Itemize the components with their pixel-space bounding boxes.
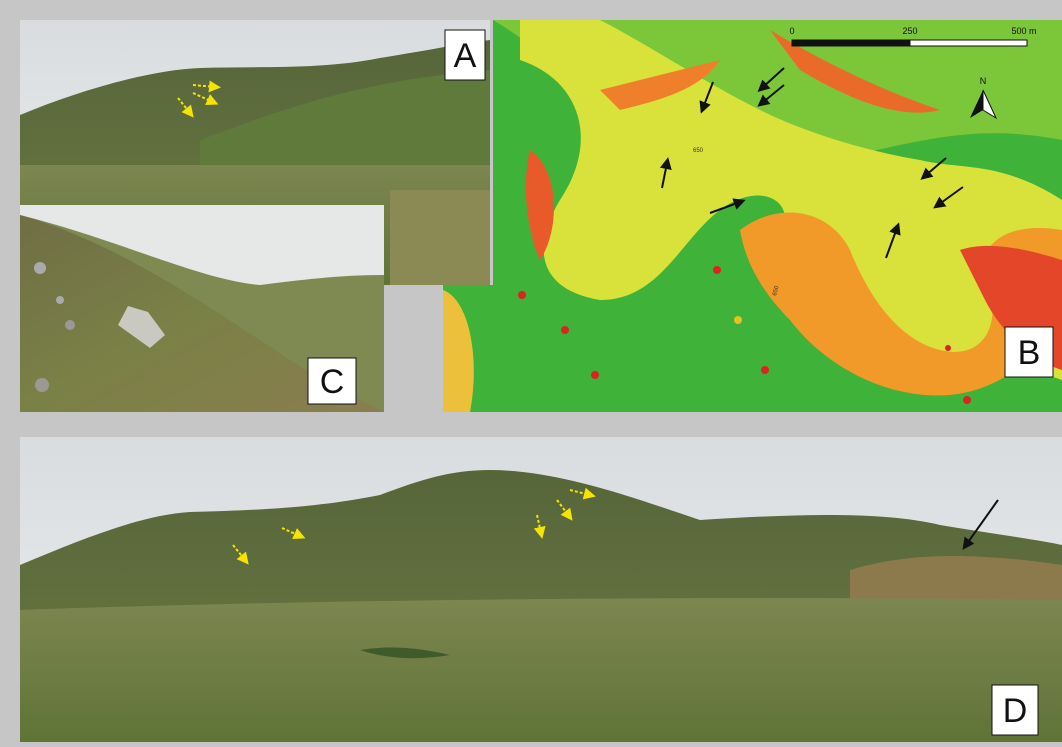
figure: 650 650 0 250 500 m N B A C xyxy=(0,0,1062,747)
panel-label: B xyxy=(1018,334,1041,372)
panel-label: D xyxy=(1003,692,1028,730)
panel-b: 650 650 0 250 500 m N B xyxy=(443,20,1062,412)
panel-c: C xyxy=(20,205,384,412)
panel-d: D xyxy=(20,437,1062,742)
panel-label: C xyxy=(320,363,345,401)
scale-bar-label: 0 xyxy=(789,26,794,36)
contour-label: 650 xyxy=(693,148,704,154)
north-label: N xyxy=(980,76,987,86)
scale-bar-label: 500 m xyxy=(1011,26,1036,36)
scale-bar-label: 250 xyxy=(902,26,917,36)
panel-label: A xyxy=(454,37,477,75)
